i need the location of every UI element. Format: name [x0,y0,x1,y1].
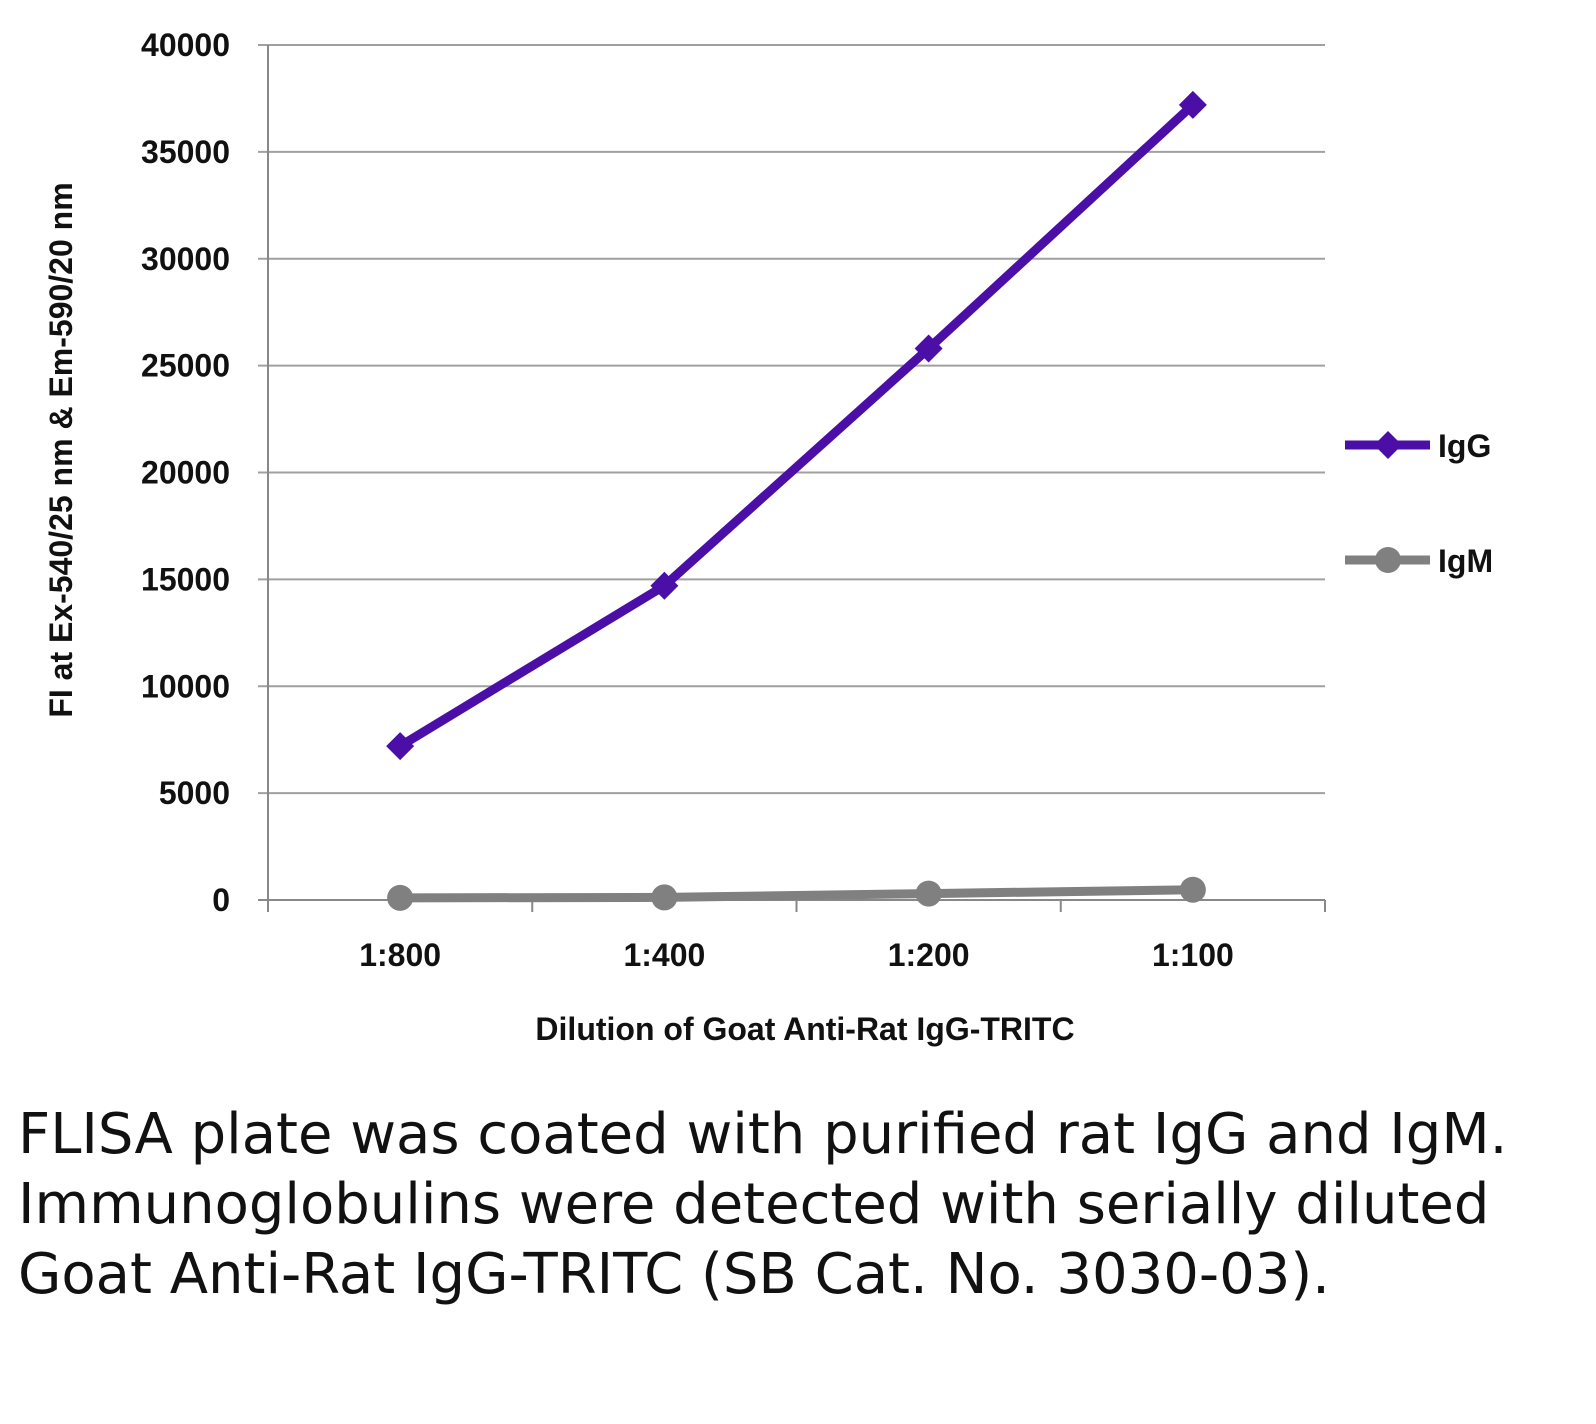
y-tick-label: 25000 [141,348,230,384]
data-point-igm [1179,876,1206,903]
y-tick-label: 15000 [141,561,230,597]
legend-label: IgM [1438,543,1493,579]
y-tick-label: 0 [212,882,230,918]
x-tick-label: 1:100 [1152,937,1234,973]
data-point-igg [650,571,679,600]
x-tick-label: 1:400 [623,937,705,973]
y-tick-label: 40000 [141,27,230,63]
y-tick-label: 30000 [141,241,230,277]
data-point-igg [914,334,943,363]
x-tick-label: 1:800 [359,937,441,973]
data-point-igg [1178,90,1207,119]
y-axis-label: FI at Ex-540/25 nm & Em-590/20 nm [43,182,79,717]
y-tick-label: 5000 [159,775,230,811]
x-tick-label: 1:200 [888,937,970,973]
legend-marker [1374,431,1402,459]
series-line-igg [397,101,1196,750]
line-chart: 0 5000 10000 15000 20000 25000 30000 35000 40000… [43,27,1493,1047]
y-tick-label: 10000 [141,668,230,704]
data-point-igm [915,880,942,907]
figure-caption: FLISA plate was coated with purified rat… [18,1102,1508,1307]
x-axis-label: Dilution of Goat Anti-Rat IgG-TRITC [535,1011,1074,1047]
data-point-igg [386,732,415,761]
legend-label: IgG [1438,428,1491,464]
data-point-igm [651,884,678,911]
y-tick-label: 35000 [141,134,230,170]
series-line-igm [400,885,1193,903]
y-tick-label: 20000 [141,455,230,491]
legend-marker [1375,547,1401,573]
data-point-igm [387,884,414,911]
